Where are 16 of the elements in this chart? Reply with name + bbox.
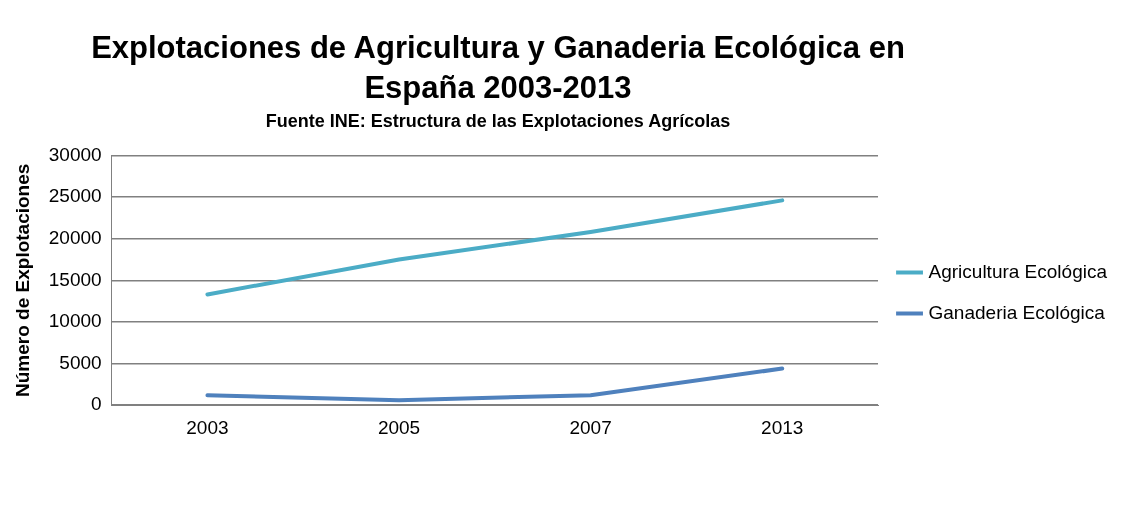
chart-title: Explotaciones de Agricultura y Ganaderia Ecológica en España 2003-2013	[90, 29, 906, 107]
x-tick-label: 2007	[569, 416, 612, 438]
x-tick-label: 2003	[186, 416, 229, 438]
legend-label: Agricultura Ecológica	[928, 260, 1108, 282]
x-tick-label: 2005	[377, 416, 421, 438]
legend-label: Ganaderia Ecológica	[928, 301, 1106, 323]
y-tick-label: 25000	[48, 185, 102, 207]
y-axis-title: Número de Explotaciones	[11, 163, 33, 397]
y-tick-label: 30000	[48, 143, 102, 165]
chart-subtitle: Fuente INE: Estructura de las Explotaciones Agrícolas	[264, 110, 732, 133]
y-tick-label: 0	[91, 393, 102, 415]
y-tick-label: 15000	[48, 268, 102, 290]
x-tick-label: 2013	[761, 416, 804, 438]
y-tick-label: 20000	[48, 226, 102, 248]
y-tick-label: 10000	[48, 310, 102, 332]
y-tick-label: 5000	[59, 351, 102, 373]
